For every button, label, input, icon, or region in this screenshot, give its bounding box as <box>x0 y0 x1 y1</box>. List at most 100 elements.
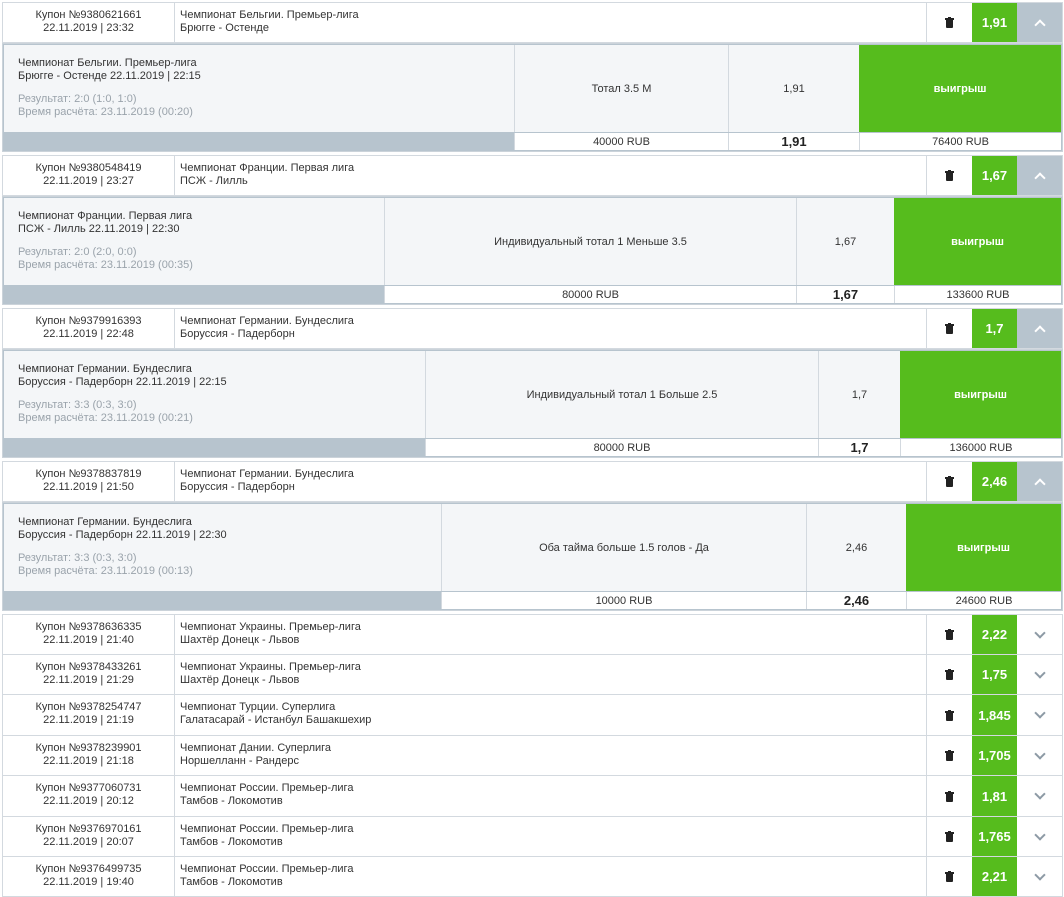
coupon-header[interactable]: Купон №9376499735 22.11.2019 | 19:40 Чем… <box>2 856 1063 897</box>
coupon-event: Чемпионат России. Премьер-лига Тамбов - … <box>175 776 926 816</box>
expand-button[interactable] <box>1017 615 1062 654</box>
coupon-details: Чемпионат Германии. Бундеслига Боруссия … <box>2 349 1063 458</box>
coupon-match: ПСЖ - Лилль <box>180 175 248 187</box>
delete-button[interactable] <box>926 857 972 896</box>
details-result: Результат: 2:0 (2:0, 0:0) <box>18 246 137 258</box>
total-coefficient: 2,46 <box>806 592 906 609</box>
bet-coefficient: 1,7 <box>818 351 900 438</box>
coupon-league: Чемпионат России. Премьер-лига <box>180 863 354 875</box>
coupon-match: Норшелланн - Рандерс <box>180 755 299 767</box>
coupon-number: Купон №9378837819 <box>35 468 142 480</box>
chevron-up-icon <box>1033 477 1046 490</box>
collapse-button[interactable] <box>1017 156 1062 195</box>
coupon-id-cell: Купон №9378254747 22.11.2019 | 21:19 <box>3 695 175 735</box>
coupon-coefficient: 1,91 <box>972 3 1017 42</box>
coupon-id-cell: Купон №9378636335 22.11.2019 | 21:40 <box>3 615 175 654</box>
expand-button[interactable] <box>1017 695 1062 735</box>
delete-button[interactable] <box>926 817 972 856</box>
trash-icon <box>945 629 954 640</box>
stake-amount: 40000 RUB <box>514 133 728 150</box>
chevron-down-icon <box>1033 666 1046 679</box>
coupon-league: Чемпионат Дании. Суперлига <box>180 742 332 754</box>
bet-name: Индивидуальный тотал 1 Больше 2.5 <box>425 351 818 438</box>
collapse-button[interactable] <box>1017 462 1062 501</box>
expand-button[interactable] <box>1017 736 1062 775</box>
trash-icon <box>945 790 954 802</box>
expand-button[interactable] <box>1017 776 1062 816</box>
collapse-button[interactable] <box>1017 3 1062 42</box>
coupon-header[interactable]: Купон №9377060731 22.11.2019 | 20:12 Чем… <box>2 775 1063 817</box>
details-league: Чемпионат Германии. Бундеслига <box>18 363 192 375</box>
coupon-id-cell: Купон №9376970161 22.11.2019 | 20:07 <box>3 817 175 856</box>
coupon-league: Чемпионат Бельгии. Премьер-лига <box>180 9 359 21</box>
coupon-id-cell: Купон №9378239901 22.11.2019 | 21:18 <box>3 736 175 775</box>
coupon-match: Боруссия - Падерборн <box>180 328 295 340</box>
coupon-match: Боруссия - Падерборн <box>180 481 295 493</box>
delete-button[interactable] <box>926 462 972 501</box>
stake-amount: 80000 RUB <box>425 439 818 456</box>
coupon-header[interactable]: Купон №9378433261 22.11.2019 | 21:29 Чем… <box>2 654 1063 695</box>
coupon-date: 22.11.2019 | 21:19 <box>43 714 134 726</box>
details-info: Чемпионат Германии. Бундеслига Боруссия … <box>4 351 425 438</box>
coupon-event: Чемпионат Германии. Бундеслига Боруссия … <box>175 462 926 501</box>
coupon-header[interactable]: Купон №9376970161 22.11.2019 | 20:07 Чем… <box>2 816 1063 857</box>
coupon-id-cell: Купон №9380548419 22.11.2019 | 23:27 <box>3 156 175 195</box>
coupon-header[interactable]: Купон №9380548419 22.11.2019 | 23:27 Чем… <box>2 155 1063 196</box>
expand-button[interactable] <box>1017 857 1062 896</box>
coupon-id-cell: Купон №9380621661 22.11.2019 | 23:32 <box>3 3 175 42</box>
coupon-match: Брюгге - Остенде <box>180 22 269 34</box>
chevron-up-icon <box>1033 18 1046 31</box>
coupon-event: Чемпионат Германии. Бундеслига Боруссия … <box>175 309 926 348</box>
coupon-number: Купон №9380621661 <box>35 9 142 21</box>
chevron-down-icon <box>1033 868 1046 881</box>
coupon-date: 22.11.2019 | 21:29 <box>43 674 134 686</box>
coupon-header[interactable]: Купон №9380621661 22.11.2019 | 23:32 Чем… <box>2 2 1063 43</box>
delete-button[interactable] <box>926 3 972 42</box>
coupon-header[interactable]: Купон №9378636335 22.11.2019 | 21:40 Чем… <box>2 614 1063 655</box>
details-result: Результат: 3:3 (0:3, 3:0) <box>18 399 137 411</box>
coupon-date: 22.11.2019 | 23:27 <box>43 175 134 187</box>
coupon-coefficient: 1,705 <box>972 736 1017 775</box>
coupon-header[interactable]: Купон №9378239901 22.11.2019 | 21:18 Чем… <box>2 735 1063 776</box>
bet-coefficient: 2,46 <box>806 504 906 591</box>
chevron-down-icon <box>1033 747 1046 760</box>
expand-button[interactable] <box>1017 655 1062 694</box>
coupon-date: 22.11.2019 | 23:32 <box>43 22 134 34</box>
details-info: Чемпионат Германии. Бундеслига Боруссия … <box>4 504 441 591</box>
details-calc-time: Время расчёта: 23.11.2019 (00:21) <box>18 412 193 424</box>
coupon-date: 22.11.2019 | 21:50 <box>43 481 134 493</box>
details-league: Чемпионат Франции. Первая лига <box>18 210 193 222</box>
delete-button[interactable] <box>926 615 972 654</box>
delete-button[interactable] <box>926 156 972 195</box>
collapse-button[interactable] <box>1017 309 1062 348</box>
coupon-number: Купон №9376499735 <box>35 863 142 875</box>
coupon-coefficient: 2,22 <box>972 615 1017 654</box>
coupon-league: Чемпионат России. Премьер-лига <box>180 823 354 835</box>
expand-button[interactable] <box>1017 817 1062 856</box>
coupon-date: 22.11.2019 | 19:40 <box>43 876 134 888</box>
coupon-event: Чемпионат России. Премьер-лига Тамбов - … <box>175 817 926 856</box>
delete-button[interactable] <box>926 655 972 694</box>
coupon-event: Чемпионат Дании. Суперлига Норшелланн - … <box>175 736 926 775</box>
coupon-header[interactable]: Купон №9379916393 22.11.2019 | 22:48 Чем… <box>2 308 1063 349</box>
payout-amount: 133600 RUB <box>894 286 1061 303</box>
chevron-down-icon <box>1033 626 1046 639</box>
coupon-header[interactable]: Купон №9378837819 22.11.2019 | 21:50 Чем… <box>2 461 1063 502</box>
details-match: Боруссия - Падерборн 22.11.2019 | 22:15 <box>18 376 227 388</box>
total-coefficient: 1,7 <box>818 439 900 456</box>
delete-button[interactable] <box>926 776 972 816</box>
delete-button[interactable] <box>926 736 972 775</box>
payout-amount: 24600 RUB <box>906 592 1061 609</box>
delete-button[interactable] <box>926 309 972 348</box>
details-info: Чемпионат Бельгии. Премьер-лига Брюгге -… <box>4 45 514 132</box>
trash-icon <box>945 750 954 761</box>
coupon-match: Шахтёр Донецк - Львов <box>180 634 300 646</box>
coupon-event: Чемпионат России. Премьер-лига Тамбов - … <box>175 857 926 896</box>
coupon-coefficient: 1,7 <box>972 309 1017 348</box>
delete-button[interactable] <box>926 695 972 735</box>
coupon-coefficient: 1,67 <box>972 156 1017 195</box>
details-match: ПСЖ - Лилль 22.11.2019 | 22:30 <box>18 223 180 235</box>
details-calc-time: Время расчёта: 23.11.2019 (00:13) <box>18 565 193 577</box>
coupon-header[interactable]: Купон №9378254747 22.11.2019 | 21:19 Чем… <box>2 694 1063 736</box>
coupon-coefficient: 2,21 <box>972 857 1017 896</box>
